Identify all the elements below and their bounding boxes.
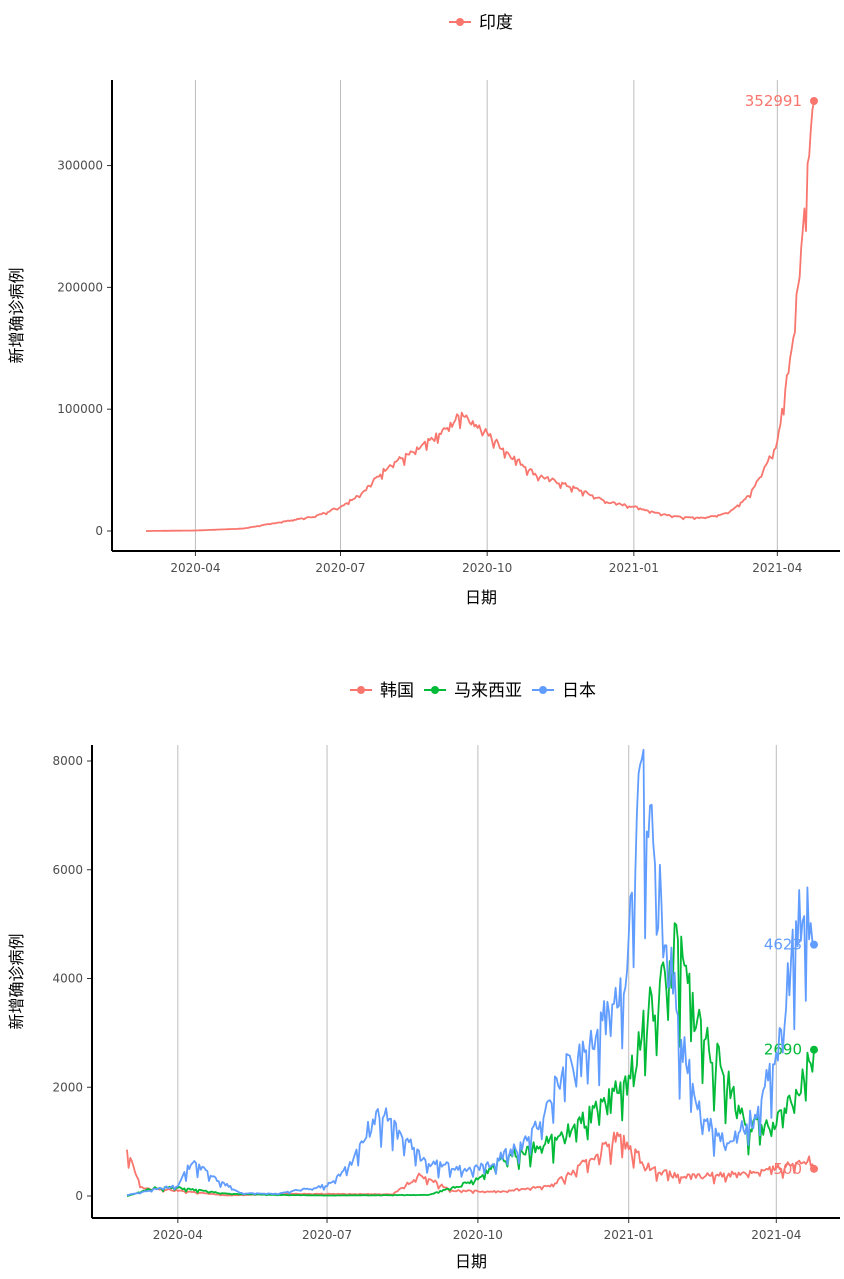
legend-label: 印度 bbox=[479, 13, 513, 33]
legend-label: 日本 bbox=[562, 681, 596, 701]
legend-key-point bbox=[431, 686, 439, 694]
y-tick-label: 6000 bbox=[52, 863, 83, 877]
legend-key-point bbox=[539, 686, 547, 694]
legend-item: 韩国 bbox=[350, 681, 414, 701]
y-axis-title: 新增确诊病例 bbox=[7, 267, 26, 363]
series-end-point bbox=[810, 940, 818, 949]
chart-1: 2020-04 2020-07 2020-10 2021-01 2021-04 0 1000… bbox=[7, 13, 840, 607]
x-tick-label: 2020-04 bbox=[153, 1228, 203, 1242]
y-tick-label: 8000 bbox=[52, 754, 83, 768]
series-end-label: 4623 bbox=[764, 936, 802, 954]
chart-2: 2020-04 2020-07 2020-10 2021-01 2021-04 0 2000… bbox=[7, 681, 840, 1271]
x-tick-label: 2020-07 bbox=[315, 561, 365, 575]
x-tick-label: 2020-04 bbox=[170, 561, 220, 575]
y-axis-title: 新增确诊病例 bbox=[7, 933, 26, 1029]
legend-item: 日本 bbox=[532, 681, 596, 701]
legend-label: 马来西亚 bbox=[454, 681, 522, 701]
series-end-label: 500 bbox=[773, 1160, 802, 1178]
x-tick-label: 2021-04 bbox=[752, 561, 802, 575]
series-end-label: 352991 bbox=[745, 92, 802, 110]
legend-label: 韩国 bbox=[380, 681, 414, 701]
legend-key-point bbox=[456, 18, 464, 26]
x-axis-title: 日期 bbox=[455, 1252, 487, 1271]
x-tick-label: 2021-01 bbox=[604, 1228, 654, 1242]
legend-key-point bbox=[357, 686, 365, 694]
series-line-2 bbox=[126, 922, 815, 1197]
x-tick-label: 2021-04 bbox=[751, 1228, 801, 1242]
y-tick-label: 300000 bbox=[57, 159, 103, 173]
series-end-point bbox=[810, 1164, 818, 1173]
x-tick-label: 2020-07 bbox=[302, 1228, 352, 1242]
legend-item: 印度 bbox=[449, 13, 513, 33]
y-tick-label: 200000 bbox=[57, 280, 103, 294]
y-tick-label: 100000 bbox=[57, 402, 103, 416]
y-tick-label: 0 bbox=[95, 524, 103, 538]
x-tick-label: 2021-01 bbox=[609, 561, 659, 575]
y-tick-label: 0 bbox=[75, 1189, 83, 1203]
legend-item: 马来西亚 bbox=[424, 681, 522, 701]
x-tick-label: 2020-10 bbox=[453, 1228, 503, 1242]
series-end-point bbox=[810, 97, 818, 105]
series-line-1 bbox=[146, 100, 815, 532]
series-line-3 bbox=[126, 748, 815, 1196]
x-axis-title: 日期 bbox=[465, 588, 497, 607]
y-tick-label: 2000 bbox=[52, 1080, 83, 1094]
y-tick-label: 4000 bbox=[52, 972, 83, 986]
series-end-point bbox=[810, 1045, 818, 1054]
x-tick-label: 2020-10 bbox=[462, 561, 512, 575]
